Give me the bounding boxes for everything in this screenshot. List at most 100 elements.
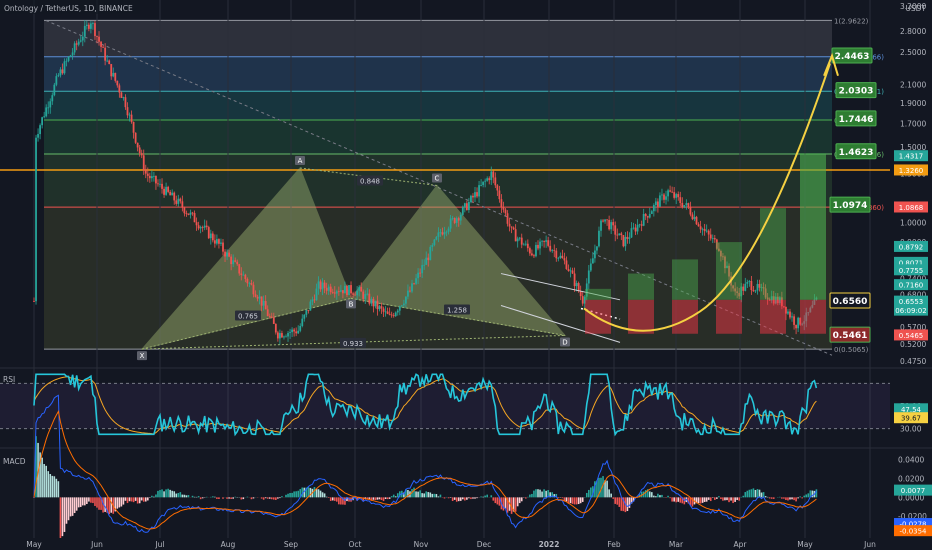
price-tag-text: 0.7755	[899, 267, 924, 275]
candle-body	[750, 281, 753, 291]
rsi-tag-text: 47.54	[901, 406, 922, 414]
macd-bar	[423, 493, 425, 498]
projection-curve	[583, 52, 839, 332]
candle-body	[244, 274, 247, 279]
rsi-line	[33, 373, 818, 437]
macd-bar	[201, 497, 204, 499]
macd-bar	[301, 487, 304, 498]
candle-body	[650, 211, 653, 214]
fib-label: 1(2.9622)	[834, 17, 869, 25]
candle-body	[549, 245, 552, 251]
target-label-box	[829, 292, 871, 309]
candle-body	[106, 60, 109, 62]
candle-body	[478, 185, 480, 197]
candle-body	[441, 232, 444, 235]
candle-body	[691, 214, 694, 220]
candle-body	[679, 197, 682, 203]
candle-body	[392, 315, 395, 317]
candle-body	[207, 227, 210, 239]
candle-body	[380, 306, 383, 309]
candle-body	[75, 43, 78, 45]
candle-body	[492, 171, 495, 178]
macd-bar	[142, 497, 145, 502]
pattern-point-label: X	[140, 352, 145, 360]
macd-bar	[98, 497, 100, 510]
macd-bar	[626, 497, 629, 512]
macd-bar	[464, 497, 466, 501]
candle-body	[419, 272, 422, 274]
trend-line	[45, 20, 833, 356]
macd-bar	[594, 481, 596, 498]
macd-bar	[691, 497, 694, 507]
candle-body	[537, 244, 539, 249]
macd-bar	[618, 497, 621, 507]
candle-body	[423, 264, 426, 266]
candle-body	[795, 324, 797, 329]
candle-body	[594, 250, 596, 259]
macd-bar	[451, 497, 454, 502]
candle-body	[632, 227, 635, 229]
candle-body	[579, 291, 582, 297]
macd-bar	[795, 497, 797, 502]
macd-bar	[128, 497, 131, 502]
candle-body	[327, 286, 330, 291]
candle-body	[711, 238, 714, 239]
pattern-point-badge	[560, 337, 570, 347]
candle-body	[447, 228, 450, 232]
candle-body	[468, 201, 470, 210]
macd-bar	[811, 490, 814, 498]
candle-body	[51, 95, 54, 102]
candle-body	[350, 285, 352, 294]
candle-body	[652, 205, 655, 212]
candle-body	[659, 195, 661, 207]
rsi-tag-box	[894, 403, 928, 415]
candle-body	[547, 240, 550, 246]
candle-body	[675, 194, 678, 198]
macd-bar	[610, 493, 612, 498]
macd-bar	[697, 497, 700, 504]
candle-body	[311, 299, 314, 302]
macd-bar	[630, 497, 633, 504]
candle-body	[622, 235, 625, 247]
candle-body	[356, 290, 359, 296]
candle-body	[386, 311, 389, 314]
candle-body	[713, 238, 716, 240]
candle-body	[638, 224, 641, 226]
candle-body	[226, 252, 228, 257]
macd-bar	[171, 490, 173, 498]
candle-body	[43, 116, 46, 118]
candle-body	[279, 333, 281, 339]
candle-body	[183, 207, 186, 214]
pattern-leg	[350, 297, 566, 336]
candle-body	[167, 186, 170, 192]
candle-body	[309, 301, 312, 311]
signal-line	[33, 409, 817, 530]
macd-bar	[102, 497, 104, 513]
fib-zone	[44, 56, 832, 92]
candle-body	[193, 213, 196, 223]
candle-body	[508, 223, 511, 227]
macd-bar	[390, 496, 393, 498]
macd-bar	[199, 497, 202, 500]
macd-bar	[494, 497, 497, 504]
macd-bar	[433, 493, 436, 498]
macd-bar	[374, 497, 377, 501]
candle-body	[742, 286, 745, 291]
macd-bar	[266, 497, 269, 499]
macd-bar	[486, 494, 488, 498]
target-label: 1.4623	[839, 148, 874, 158]
macd-bar	[122, 497, 125, 505]
candle-body	[85, 24, 88, 26]
candle-body	[104, 47, 107, 61]
macd-bar	[801, 497, 803, 499]
candle-body	[496, 185, 499, 191]
candle-body	[134, 132, 137, 143]
macd-bar	[305, 487, 308, 498]
candle-body	[358, 286, 361, 291]
candle-body	[756, 283, 759, 291]
macd-bar	[437, 496, 440, 498]
macd-bar	[439, 494, 442, 498]
price-tag-text: 0.8792	[899, 243, 924, 251]
macd-bar	[403, 492, 405, 498]
